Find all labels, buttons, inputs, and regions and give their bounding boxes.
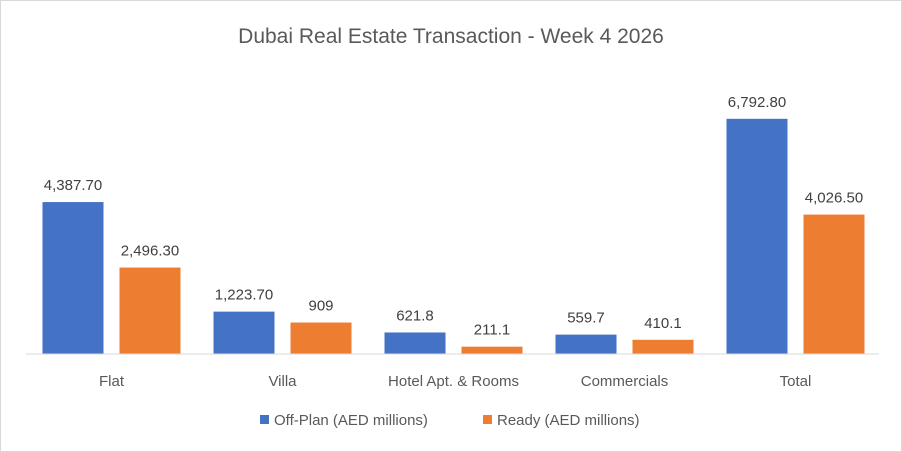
- bar-off-plan-0: [42, 202, 104, 354]
- legend-swatch: [483, 415, 492, 424]
- legend-label: Off-Plan (AED millions): [274, 412, 428, 429]
- chart-title: Dubai Real Estate Transaction - Week 4 2…: [238, 25, 664, 48]
- bar-off-plan-2: [384, 332, 446, 354]
- data-label: 6,792.80: [728, 94, 786, 111]
- category-label: Villa: [268, 373, 297, 390]
- bar-ready-0: [119, 267, 181, 354]
- bar-ready-3: [632, 339, 694, 354]
- category-label: Flat: [99, 373, 125, 390]
- data-label: 559.7: [567, 310, 605, 327]
- bar-off-plan-4: [726, 118, 788, 354]
- data-label: 211.1: [474, 322, 510, 339]
- category-label: Total: [780, 373, 812, 390]
- bar-off-plan-1: [213, 311, 275, 354]
- legend: Off-Plan (AED millions) Ready (AED millio…: [260, 412, 640, 429]
- legend-swatch: [260, 415, 269, 424]
- category-label: Commercials: [581, 373, 669, 390]
- legend-label: Ready (AED millions): [497, 412, 640, 429]
- data-label: 909: [308, 298, 333, 315]
- data-label: 4,387.70: [44, 177, 102, 194]
- data-label: 410.1: [644, 315, 682, 332]
- data-label: 1,223.70: [215, 287, 273, 304]
- category-label: Hotel Apt. & Rooms: [388, 373, 519, 390]
- bar-ready-1: [290, 322, 352, 354]
- bar-off-plan-3: [555, 334, 617, 354]
- bar-ready-2: [461, 346, 523, 354]
- data-label: 621.8: [396, 307, 434, 324]
- bar-ready-4: [803, 214, 865, 354]
- data-label: 4,026.50: [805, 190, 863, 207]
- data-label: 2,496.30: [121, 243, 179, 260]
